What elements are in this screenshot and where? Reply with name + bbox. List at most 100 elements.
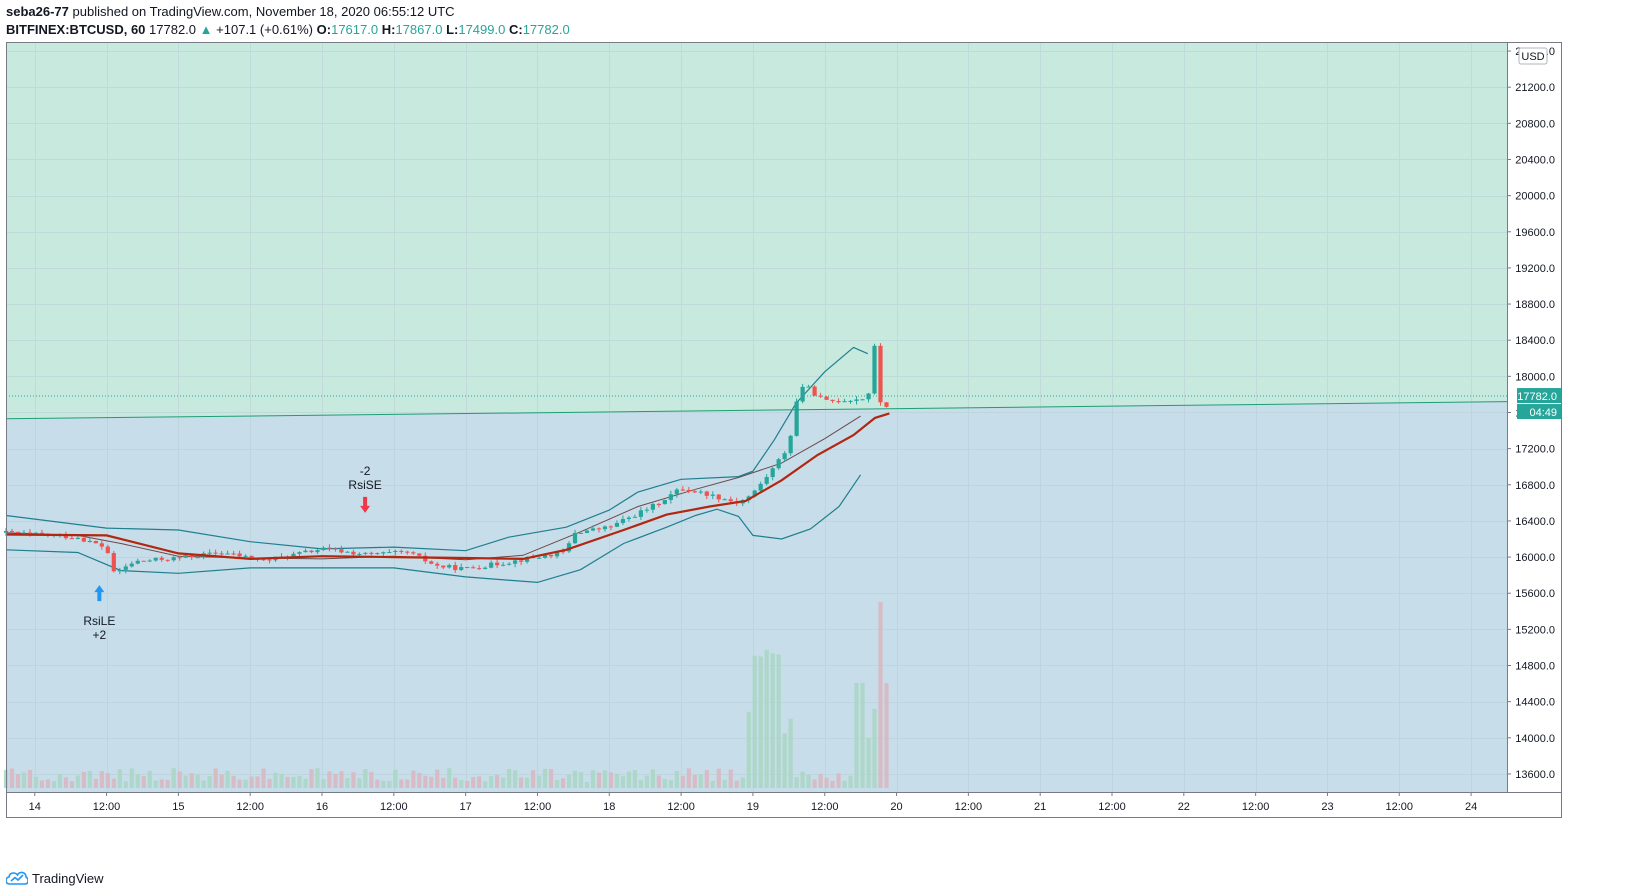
candle-up[interactable] [297, 551, 302, 556]
candle-up[interactable] [483, 566, 488, 570]
candle-up[interactable] [584, 528, 590, 534]
candle-down[interactable] [824, 395, 829, 400]
candle-down[interactable] [339, 545, 344, 554]
candle-down[interactable] [836, 398, 841, 404]
candle-down[interactable] [453, 561, 458, 573]
candle-down[interactable] [111, 550, 116, 573]
candle-down[interactable] [99, 540, 104, 550]
candle-up[interactable] [662, 499, 667, 505]
candle-down[interactable] [656, 502, 661, 508]
candle-up[interactable] [782, 451, 787, 462]
candle-up[interactable] [644, 507, 649, 513]
candle-up[interactable] [566, 541, 572, 554]
candle-up[interactable] [536, 556, 542, 559]
candle-up[interactable] [620, 515, 626, 525]
candle-down[interactable] [369, 551, 374, 556]
candle-down[interactable] [351, 549, 356, 556]
candle-up[interactable] [590, 525, 596, 532]
time-axis-bg[interactable] [6, 792, 1562, 818]
candle-up[interactable] [387, 549, 392, 554]
candle-down[interactable] [405, 550, 410, 555]
currency-badge[interactable] [1518, 47, 1548, 65]
author-name[interactable]: seba26-77 [6, 4, 69, 19]
candle-up[interactable] [788, 434, 793, 456]
candle-up[interactable] [21, 529, 27, 535]
candle-down[interactable] [231, 550, 236, 556]
candle-up[interactable] [345, 550, 350, 553]
candle-down[interactable] [429, 560, 434, 565]
candle-up[interactable] [860, 398, 865, 401]
candle-up[interactable] [381, 551, 386, 556]
candle-down[interactable] [411, 551, 416, 555]
candle-up[interactable] [153, 557, 158, 562]
candle-down[interactable] [213, 549, 218, 556]
candle-down[interactable] [692, 489, 697, 493]
candle-down[interactable] [686, 486, 691, 494]
candle-up[interactable] [183, 555, 188, 559]
candle-up[interactable] [393, 549, 398, 556]
candle-up[interactable] [848, 400, 853, 404]
candle-up[interactable] [447, 563, 452, 569]
candle-up[interactable] [638, 507, 644, 520]
candle-up[interactable] [800, 383, 805, 404]
candle-up[interactable] [668, 490, 673, 504]
candle-up[interactable] [578, 532, 584, 534]
candle-up[interactable] [33, 532, 39, 534]
candle-up[interactable] [315, 549, 320, 555]
candle-up[interactable] [866, 392, 871, 403]
candle-up[interactable] [854, 396, 859, 405]
candle-up[interactable] [363, 552, 368, 555]
candle-down[interactable] [704, 490, 709, 500]
candle-down[interactable] [333, 547, 338, 552]
candle-up[interactable] [842, 398, 847, 403]
candle-down[interactable] [818, 392, 823, 398]
candle-up[interactable] [501, 562, 506, 567]
candle-down[interactable] [680, 486, 685, 492]
candle-up[interactable] [794, 398, 799, 437]
candle-up[interactable] [207, 549, 212, 556]
candle-up[interactable] [123, 563, 128, 574]
candle-up[interactable] [513, 558, 518, 568]
candle-down[interactable] [327, 544, 332, 552]
candle-down[interactable] [165, 559, 170, 562]
candle-down[interactable] [159, 555, 164, 562]
candle-up[interactable] [135, 558, 140, 565]
candle-up[interactable] [459, 563, 464, 572]
candle-up[interactable] [195, 556, 200, 559]
candle-up[interactable] [602, 525, 608, 532]
candle-up[interactable] [572, 529, 578, 544]
candle-up[interactable] [776, 457, 781, 470]
candle-up[interactable] [225, 550, 230, 555]
candle-down[interactable] [548, 554, 554, 559]
candle-up[interactable] [626, 515, 632, 522]
candle-down[interactable] [477, 565, 482, 570]
candle-down[interactable] [495, 559, 500, 568]
candle-up[interactable] [507, 562, 512, 566]
candle-up[interactable] [614, 520, 620, 528]
candle-up[interactable] [489, 560, 494, 569]
candle-up[interactable] [129, 561, 134, 568]
candle-down[interactable] [519, 559, 524, 566]
candle-up[interactable] [321, 546, 326, 551]
candle-up[interactable] [722, 498, 727, 501]
candle-down[interactable] [716, 494, 721, 503]
candle-up[interactable] [806, 384, 811, 388]
candle-up[interactable] [117, 567, 122, 575]
candle-down[interactable] [177, 555, 182, 561]
candle-down[interactable] [812, 385, 817, 397]
candle-up[interactable] [764, 474, 769, 486]
candle-down[interactable] [441, 565, 446, 570]
candle-down[interactable] [884, 402, 889, 408]
symbol-name[interactable]: BITFINEX:BTCUSD, 60 [6, 22, 146, 37]
candle-up[interactable] [872, 343, 877, 395]
candle-up[interactable] [147, 559, 152, 562]
candle-down[interactable] [399, 549, 404, 554]
candle-down[interactable] [141, 560, 146, 562]
candle-down[interactable] [435, 562, 440, 569]
candle-up[interactable] [87, 537, 92, 543]
candle-up[interactable] [303, 548, 308, 553]
candle-down[interactable] [375, 552, 380, 555]
trendline[interactable] [5, 401, 1508, 420]
candle-down[interactable] [728, 496, 733, 503]
